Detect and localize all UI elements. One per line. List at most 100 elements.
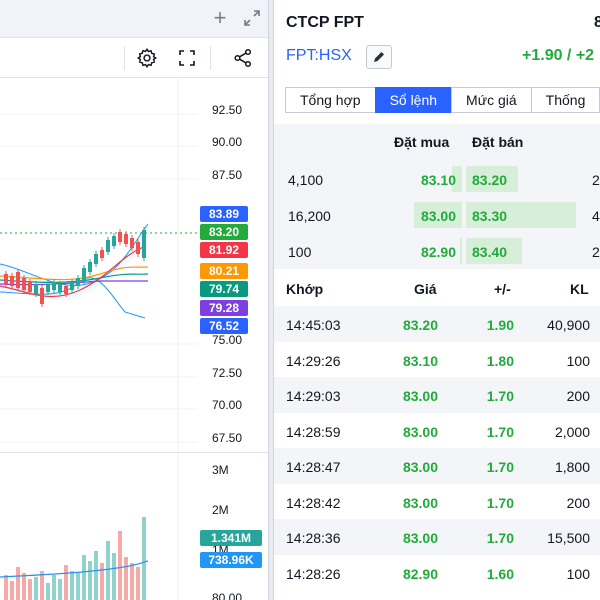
candle-body [22, 278, 26, 290]
candle-body [40, 288, 44, 304]
candle-body [112, 236, 116, 246]
trade-time: 14:29:26 [286, 353, 341, 369]
plus-icon[interactable]: + [213, 5, 227, 30]
tab-summary[interactable]: Tổng hợp [285, 87, 376, 113]
bid-quantity: 4,100 [288, 172, 324, 188]
trade-time: 14:29:03 [286, 388, 341, 404]
volume-tag: 738.96K [200, 552, 262, 568]
candle-body [64, 286, 68, 294]
trade-change: 1.70 [486, 459, 514, 475]
bid-depth-bar [460, 238, 462, 264]
expand-icon[interactable] [240, 6, 264, 30]
volume-bar [22, 573, 26, 600]
candle-body [46, 284, 50, 292]
fullscreen-icon[interactable] [173, 44, 201, 72]
col-time: Khớp [286, 281, 324, 297]
price-chart-area[interactable]: 92.50 90.00 87.50 75.00 72.50 70.00 67.5… [0, 78, 268, 452]
candle-body [58, 284, 62, 292]
candle-body [100, 250, 104, 258]
trade-volume: 40,900 [547, 317, 590, 333]
volume-bar [94, 551, 98, 600]
bid-quantity: 16,200 [288, 208, 331, 224]
trade-price: 82.90 [402, 566, 438, 582]
share-icon[interactable] [229, 44, 257, 72]
chart-panel[interactable]: + 92.50 90.00 [0, 0, 268, 600]
trade-price: 83.00 [402, 459, 438, 475]
trades-header: Khớp Giá +/- KL [274, 272, 600, 306]
candle-body [70, 282, 74, 290]
trade-time: 14:28:26 [286, 566, 341, 582]
trade-price: 83.10 [402, 353, 438, 369]
volume-bar [82, 555, 86, 600]
trade-volume: 200 [566, 388, 590, 404]
ask-price: 83.20 [472, 172, 508, 188]
volume-chart-area[interactable]: 3M 2M 1M 80.00 1.341M 738.96K [0, 452, 268, 600]
bid-header: Đặt mua [394, 134, 450, 150]
ask-quantity: 2 [592, 244, 600, 260]
ask-header: Đặt bán [472, 134, 524, 150]
trade-change: 1.70 [486, 388, 514, 404]
candlestick-chart[interactable] [0, 78, 268, 452]
col-price: Giá [414, 281, 437, 297]
trade-price: 83.00 [402, 388, 438, 404]
trade-row: 14:28:36 83.00 1.70 15,500 [274, 519, 600, 555]
volume-bar [16, 567, 20, 600]
candle-body [142, 230, 146, 258]
ask-depth-bar [466, 238, 522, 264]
gear-icon[interactable] [133, 44, 161, 72]
ask-quantity: 4 [592, 208, 600, 224]
candle-body [4, 274, 8, 284]
toolbar-separator [210, 46, 211, 70]
volume-bar [52, 575, 56, 600]
ask-price: 83.40 [472, 244, 508, 260]
price-axis-label: 92.50 [212, 103, 243, 117]
price-axis-label: 90.00 [212, 135, 243, 149]
trade-volume: 100 [566, 353, 590, 369]
bollinger-band-fill [0, 224, 148, 301]
volume-bars[interactable] [0, 453, 268, 600]
candle-body [82, 268, 86, 282]
volume-tag: 1.341M [200, 530, 262, 546]
chart-topbar: + [0, 0, 268, 38]
trade-price: 83.20 [402, 317, 438, 333]
volume-bar [106, 541, 110, 600]
trade-row: 14:29:26 83.10 1.80 100 [274, 342, 600, 378]
trade-row: 14:28:59 83.00 1.70 2,000 [274, 413, 600, 449]
price-axis-label: 67.50 [212, 431, 243, 445]
tab-price-levels[interactable]: Mức giá [451, 87, 532, 113]
trade-volume: 2,000 [554, 424, 590, 440]
ask-depth-bar [466, 202, 576, 228]
volume-bar [130, 563, 134, 600]
order-book: Đặt mua Đặt bán 4,100 83.10 83.20 2 16,2… [274, 124, 600, 269]
edit-symbol-button[interactable] [366, 45, 392, 69]
volume-bar [76, 573, 80, 600]
volume-ma-line [0, 560, 149, 578]
ma-red [0, 245, 147, 298]
candle-body [16, 272, 20, 288]
bid-price: 82.90 [420, 244, 456, 260]
price-tag: 83.89 [200, 206, 248, 222]
trade-price: 83.00 [402, 424, 438, 440]
chart-toolbar [0, 38, 268, 78]
col-change: +/- [494, 281, 511, 297]
candle-body [88, 262, 92, 272]
volume-bar [58, 579, 62, 600]
price-axis-label: 72.50 [212, 366, 243, 380]
volume-bar [28, 579, 32, 600]
company-name: CTCP FPT [286, 14, 364, 31]
symbol-link[interactable]: FPT:HSX [286, 47, 352, 64]
bid-depth-bar [452, 166, 462, 192]
price-tag: 79.74 [200, 281, 248, 297]
candle-body [124, 234, 128, 244]
trade-time: 14:28:42 [286, 495, 341, 511]
volume-bar [124, 557, 128, 600]
volume-bar [10, 581, 14, 600]
trade-row: 14:28:26 82.90 1.60 100 [274, 555, 600, 591]
panel-divider[interactable] [268, 0, 274, 600]
tab-statistics[interactable]: Thống [530, 87, 600, 113]
trade-volume: 200 [566, 495, 590, 511]
tab-orderbook[interactable]: Sổ lệnh [374, 87, 453, 113]
ma-purple [0, 280, 148, 286]
price-axis-label: 87.50 [212, 168, 243, 182]
trade-change: 1.90 [486, 317, 514, 333]
